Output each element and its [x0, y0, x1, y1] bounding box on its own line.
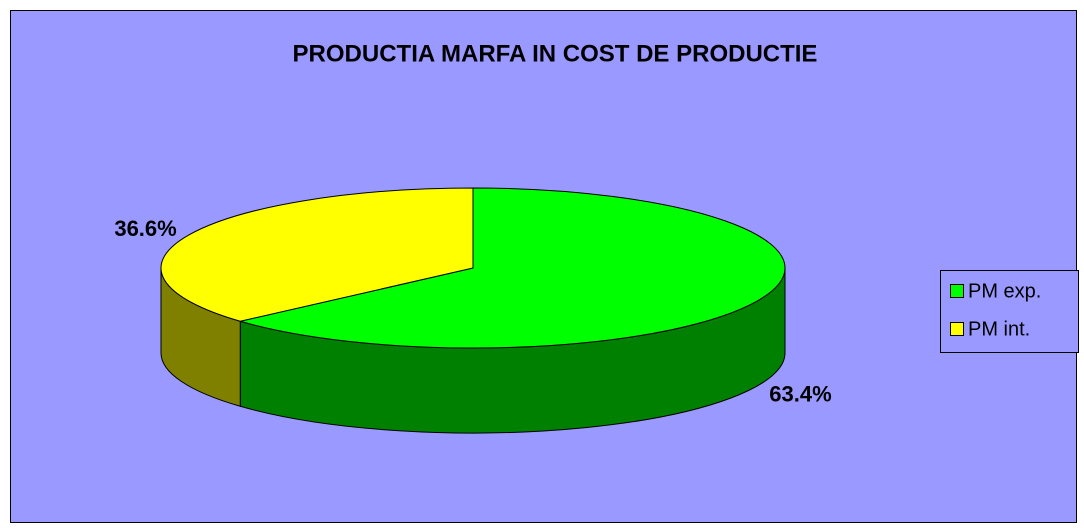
chart-title: PRODUCTIA MARFA IN COST DE PRODUCTIE	[293, 40, 818, 67]
legend-label: PM int.	[968, 318, 1030, 340]
pie-slice	[160, 187, 474, 322]
legend-label: PM exp.	[968, 280, 1041, 302]
pie-slice	[240, 187, 786, 349]
data-label: 36.6%	[114, 216, 176, 241]
legend-swatch	[950, 322, 964, 336]
data-label: 63.4%	[769, 381, 831, 406]
legend-swatch	[950, 284, 964, 298]
